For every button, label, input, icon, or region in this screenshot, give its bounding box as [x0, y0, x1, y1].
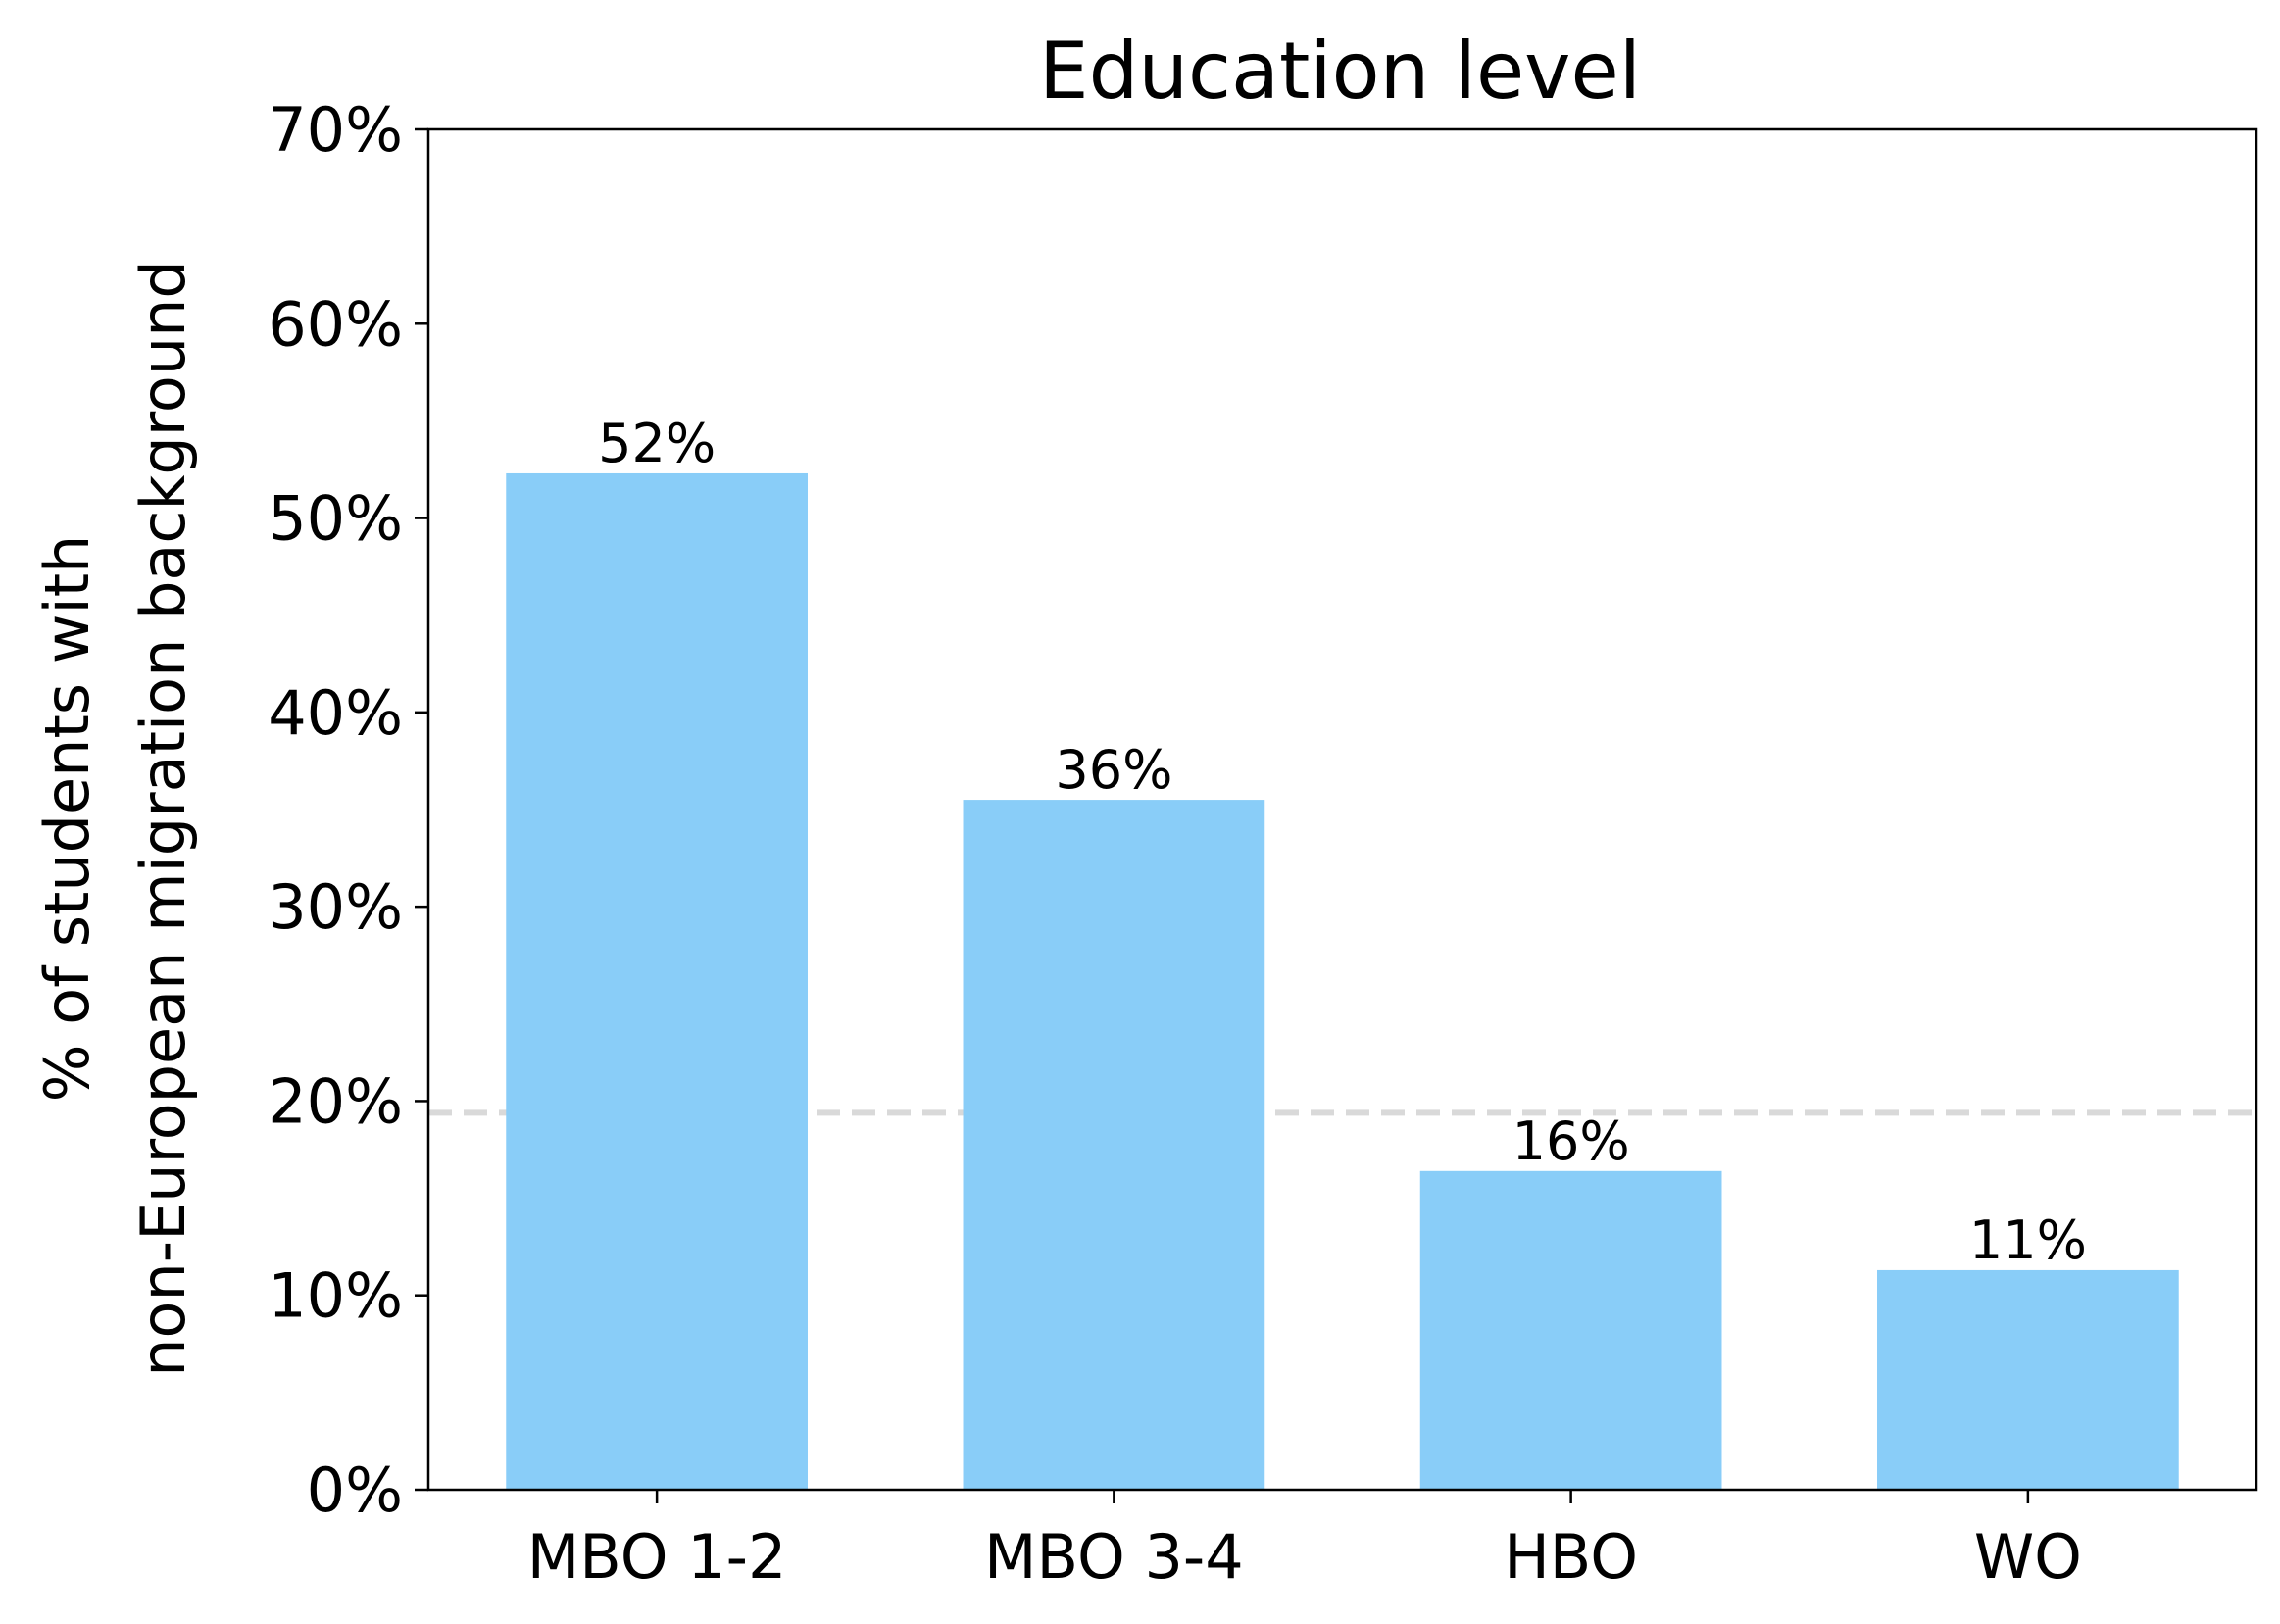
bar-value-label: 16% [1512, 1110, 1630, 1172]
y-tick-label: 20% [268, 1065, 403, 1137]
x-tick-label: WO [1974, 1521, 2082, 1593]
x-axis-ticks: MBO 1-2 MBO 3-4 HBO WO [527, 1490, 2082, 1593]
bar-value-label: 52% [598, 413, 716, 474]
y-tick-label: 0% [307, 1454, 403, 1526]
bar-hbo [1419, 1170, 1722, 1490]
y-tick-label: 30% [268, 871, 403, 943]
bar-mbo-1-2 [506, 472, 808, 1491]
y-tick-label: 40% [268, 677, 403, 749]
chart-title: Education level [1039, 25, 1641, 117]
bar-value-labels: 52% 36% 16% 11% [598, 413, 2087, 1271]
y-axis-label-line-2: non-European migration background [127, 260, 199, 1377]
y-axis-label: % of students with non-European migratio… [31, 260, 199, 1377]
bar-value-label: 36% [1055, 739, 1172, 801]
y-axis-label-line-1: % of students with [31, 535, 103, 1103]
y-tick-label: 10% [268, 1260, 403, 1332]
bar-wo [1877, 1269, 2179, 1490]
x-tick-label: MBO 3-4 [984, 1521, 1244, 1593]
x-tick-label: HBO [1504, 1521, 1638, 1593]
x-tick-label: MBO 1-2 [527, 1521, 787, 1593]
bar-mbo-3-4 [963, 800, 1265, 1490]
y-tick-label: 70% [268, 94, 403, 166]
bars [506, 472, 2179, 1491]
bar-value-label: 11% [1969, 1209, 2087, 1271]
y-axis-ticks: 0% 10% 20% 30% 40% 50% 60% 70% [268, 94, 428, 1526]
plot-frame [426, 127, 2258, 1492]
y-tick-label: 50% [268, 483, 403, 555]
y-tick-label: 60% [268, 288, 403, 360]
